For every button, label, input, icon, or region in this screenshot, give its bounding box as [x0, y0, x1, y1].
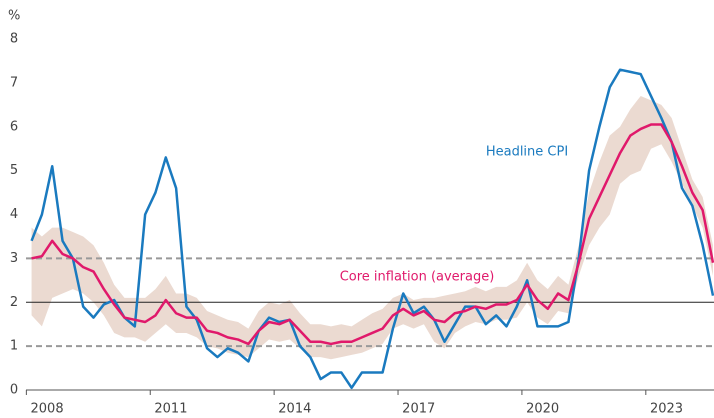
range-band — [31, 96, 713, 360]
y-tick-label: 2 — [10, 295, 18, 310]
y-tick-label: 0 — [10, 383, 18, 398]
series-line — [31, 123, 714, 346]
y-tick-label: 7 — [10, 75, 18, 90]
x-tick-label: 2017 — [402, 402, 435, 417]
y-tick-label: 5 — [10, 163, 18, 178]
series-label: Headline CPI — [486, 145, 568, 160]
y-tick-label: 3 — [10, 251, 18, 266]
x-tick-label: 2008 — [31, 402, 64, 417]
x-tick-label: 2014 — [278, 402, 311, 417]
y-tick-label: 1 — [10, 339, 18, 354]
x-tick-label: 2011 — [154, 402, 187, 417]
y-tick-label: 8 — [10, 32, 18, 47]
x-tick-label: 2020 — [526, 402, 559, 417]
y-tick-label: 4 — [10, 207, 18, 222]
y-unit-label: % — [8, 9, 20, 24]
x-tick-label: 2023 — [650, 402, 683, 417]
series-label: Core inflation (average) — [340, 270, 495, 285]
series-line — [30, 68, 714, 390]
y-tick-label: 6 — [10, 119, 18, 134]
